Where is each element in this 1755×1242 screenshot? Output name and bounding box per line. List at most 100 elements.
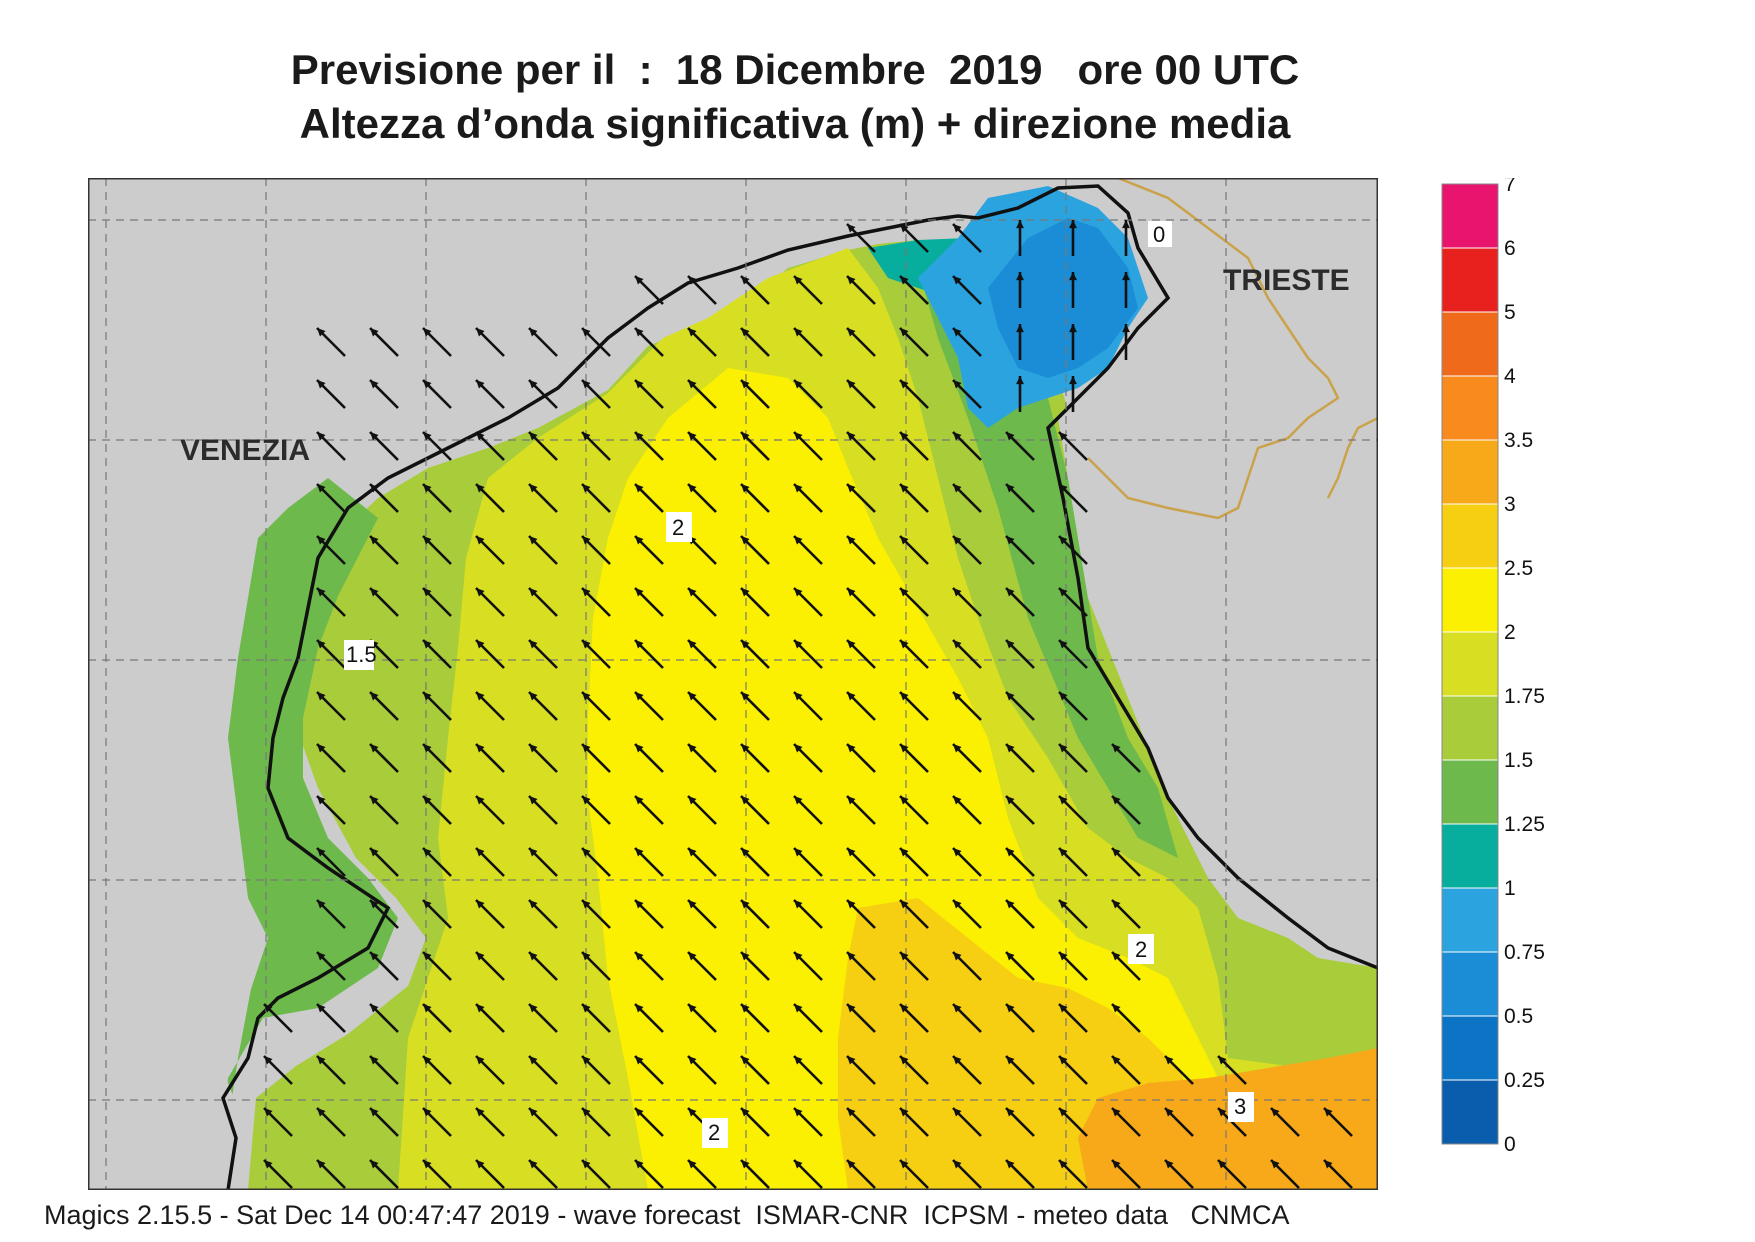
direction-arrow xyxy=(793,847,823,877)
direction-arrow xyxy=(475,639,505,669)
direction-arrow xyxy=(793,795,823,825)
direction-arrow xyxy=(634,275,664,305)
direction-arrow xyxy=(581,1003,611,1033)
direction-arrow xyxy=(581,847,611,877)
direction-arrow xyxy=(1111,1159,1141,1189)
direction-arrow xyxy=(581,483,611,513)
direction-arrow xyxy=(1111,899,1141,929)
direction-arrow xyxy=(634,1107,664,1137)
direction-arrow xyxy=(1005,951,1035,981)
direction-arrow xyxy=(422,379,452,409)
direction-arrow xyxy=(1005,743,1035,773)
direction-arrow xyxy=(793,1159,823,1189)
direction-arrow xyxy=(740,795,770,825)
direction-arrow xyxy=(687,587,717,617)
direction-arrow xyxy=(952,795,982,825)
direction-arrow xyxy=(1323,1159,1353,1189)
direction-arrow xyxy=(475,951,505,981)
direction-arrow xyxy=(687,639,717,669)
direction-arrow xyxy=(846,743,876,773)
direction-arrow xyxy=(475,379,505,409)
direction-arrow xyxy=(1111,1107,1141,1137)
direction-arrow xyxy=(316,431,346,461)
svg-text:2: 2 xyxy=(708,1120,720,1145)
direction-arrow xyxy=(952,327,982,357)
direction-arrow xyxy=(1058,483,1088,513)
direction-arrow xyxy=(687,1159,717,1189)
direction-arrow xyxy=(1069,272,1077,308)
direction-arrow xyxy=(952,899,982,929)
direction-arrow xyxy=(740,899,770,929)
direction-arrow xyxy=(528,327,558,357)
direction-arrow xyxy=(1005,1055,1035,1085)
direction-arrow xyxy=(369,795,399,825)
direction-arrow xyxy=(634,379,664,409)
direction-arrow xyxy=(899,535,929,565)
direction-arrow xyxy=(369,847,399,877)
direction-arrow xyxy=(1217,1159,1247,1189)
direction-arrow xyxy=(263,1055,293,1085)
coastline xyxy=(221,184,1378,1190)
direction-arrow xyxy=(846,691,876,721)
direction-arrow xyxy=(899,1003,929,1033)
contour-label-3: 3 xyxy=(1228,1092,1254,1122)
direction-arrow xyxy=(634,639,664,669)
direction-arrow xyxy=(528,951,558,981)
direction-arrow xyxy=(1069,220,1077,256)
direction-arrow xyxy=(846,899,876,929)
direction-arrow xyxy=(793,431,823,461)
title-line-1: Previsione per il : 18 Dicembre 2019 ore… xyxy=(290,46,1300,93)
legend-tick-label: 5 xyxy=(1504,301,1516,324)
legend-frame xyxy=(1441,183,1499,1145)
direction-arrow xyxy=(634,431,664,461)
direction-arrow xyxy=(634,1055,664,1085)
direction-arrow xyxy=(1005,639,1035,669)
direction-arrow xyxy=(369,431,399,461)
legend-box xyxy=(1441,823,1499,889)
legend-tick-label: 2.5 xyxy=(1504,557,1533,580)
direction-arrow xyxy=(687,431,717,461)
direction-arrow xyxy=(316,899,346,929)
direction-arrow xyxy=(740,1159,770,1189)
direction-arrow xyxy=(1058,691,1088,721)
direction-arrow xyxy=(793,483,823,513)
direction-arrow xyxy=(422,1159,452,1189)
legend-tick-label: 7 xyxy=(1504,178,1516,196)
direction-arrow xyxy=(1122,272,1130,308)
direction-arrow xyxy=(581,639,611,669)
legend-box xyxy=(1441,759,1499,825)
direction-arrow xyxy=(687,379,717,409)
direction-arrow xyxy=(846,1003,876,1033)
direction-arrow xyxy=(581,691,611,721)
direction-arrow xyxy=(899,1159,929,1189)
direction-arrow xyxy=(793,743,823,773)
city-label-trieste: TRIESTE xyxy=(1223,264,1350,297)
direction-arrow xyxy=(475,691,505,721)
direction-arrow xyxy=(475,1159,505,1189)
direction-arrow xyxy=(369,327,399,357)
legend-tick-label: 0.25 xyxy=(1504,1069,1545,1092)
legend-tick-label: 1 xyxy=(1504,877,1516,900)
legend-tick-label: 1.5 xyxy=(1504,749,1533,772)
direction-arrow xyxy=(634,899,664,929)
legend-tick-label: 0 xyxy=(1504,1133,1516,1156)
legend-tick-label: 1.75 xyxy=(1504,685,1545,708)
legend-tick-label: 6 xyxy=(1504,237,1516,260)
direction-arrow xyxy=(740,483,770,513)
direction-arrow xyxy=(1016,324,1024,360)
legend-tick-label: 1.25 xyxy=(1504,813,1545,836)
direction-arrow xyxy=(528,847,558,877)
direction-arrow xyxy=(475,1055,505,1085)
direction-arrow xyxy=(1111,1055,1141,1085)
direction-arrow xyxy=(1069,324,1077,360)
direction-arrow xyxy=(369,1003,399,1033)
direction-arrow xyxy=(581,379,611,409)
direction-arrow xyxy=(316,535,346,565)
direction-arrow xyxy=(1005,847,1035,877)
direction-arrow xyxy=(316,1107,346,1137)
direction-arrow xyxy=(846,639,876,669)
direction-arrow xyxy=(846,483,876,513)
direction-arrow xyxy=(793,535,823,565)
legend-tick-label: 0.75 xyxy=(1504,941,1545,964)
direction-arrow xyxy=(740,275,770,305)
